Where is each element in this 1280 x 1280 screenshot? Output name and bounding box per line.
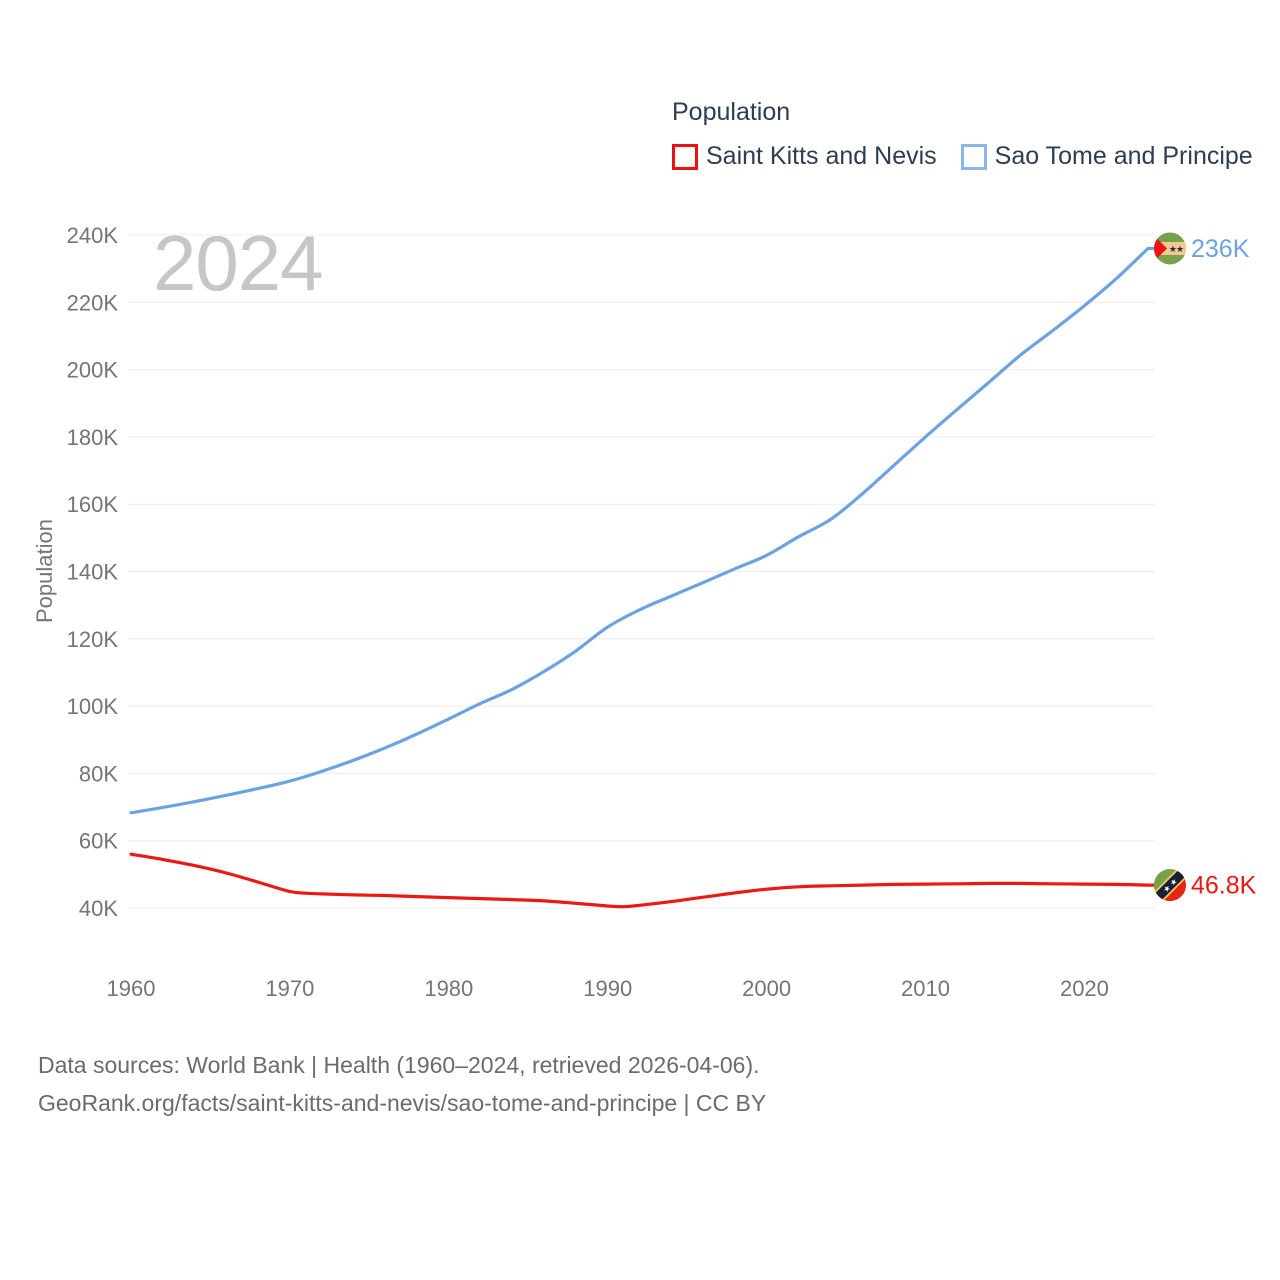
y-tick-label: 160K [67, 492, 119, 517]
population-line-chart: 40K 60K 80K 100K 120K 140K 160K 180K 200K 220K 240… [32, 223, 1257, 1001]
x-tick-label: 1960 [107, 976, 156, 1001]
x-tick-label: 1990 [583, 976, 632, 1001]
y-tick-label: 140K [67, 560, 119, 585]
legend-label: Saint Kitts and Nevis [706, 142, 937, 170]
y-tick-label: 120K [67, 627, 119, 652]
legend-label: Sao Tome and Principe [994, 142, 1253, 170]
y-tick-label: 60K [79, 829, 118, 854]
legend-swatch-sao-tome-icon [960, 143, 987, 170]
flag-icon-saint-kitts-and-nevis: ★ ★ [1154, 869, 1186, 902]
y-tick-label: 180K [67, 425, 119, 450]
year-watermark: 2024 [153, 219, 324, 307]
legend-row: Saint Kitts and Nevis Sao Tome and Princ… [672, 142, 1253, 171]
x-tick-label: 2020 [1060, 976, 1109, 1001]
y-tick-label: 80K [79, 761, 118, 786]
series-end-value-saint-kitts-and-nevis: 46.8K [1191, 872, 1257, 900]
svg-text:★★: ★★ [1169, 244, 1184, 254]
chart-legend: Population Saint Kitts and Nevis Sao Tom… [672, 98, 1253, 171]
legend-title: Population [672, 98, 791, 126]
flag-icon-sao-tome-and-principe: ★★ [1154, 232, 1186, 265]
data-sources-text: Data sources: World Bank | Health (1960–… [38, 1052, 760, 1078]
x-tick-label: 2010 [901, 976, 950, 1001]
x-tick-label: 1980 [424, 976, 473, 1001]
series-line-sao-tome-and-principe [129, 246, 1150, 815]
y-tick-label: 240K [67, 223, 119, 248]
y-tick-label: 200K [67, 358, 119, 383]
y-tick-label: 40K [79, 896, 118, 921]
y-tick-label: 100K [67, 694, 119, 719]
x-tick-label: 1970 [265, 976, 314, 1001]
attribution-text: GeoRank.org/facts/saint-kitts-and-nevis/… [38, 1090, 767, 1116]
x-tick-label: 2000 [742, 976, 791, 1001]
legend-item-sao-tome-and-principe[interactable]: Sao Tome and Principe [960, 142, 1253, 171]
y-tick-label: 220K [67, 290, 119, 315]
series-line-saint-kitts-and-nevis [129, 852, 1150, 909]
chart-footer: Data sources: World Bank | Health (1960–… [38, 1046, 766, 1122]
y-axis-title: Population [32, 519, 57, 623]
legend-swatch-saint-kitts-icon [672, 143, 698, 170]
series-end-value-sao-tome-and-principe: 236K [1191, 235, 1250, 263]
legend-item-saint-kitts-and-nevis[interactable]: Saint Kitts and Nevis [672, 142, 937, 171]
